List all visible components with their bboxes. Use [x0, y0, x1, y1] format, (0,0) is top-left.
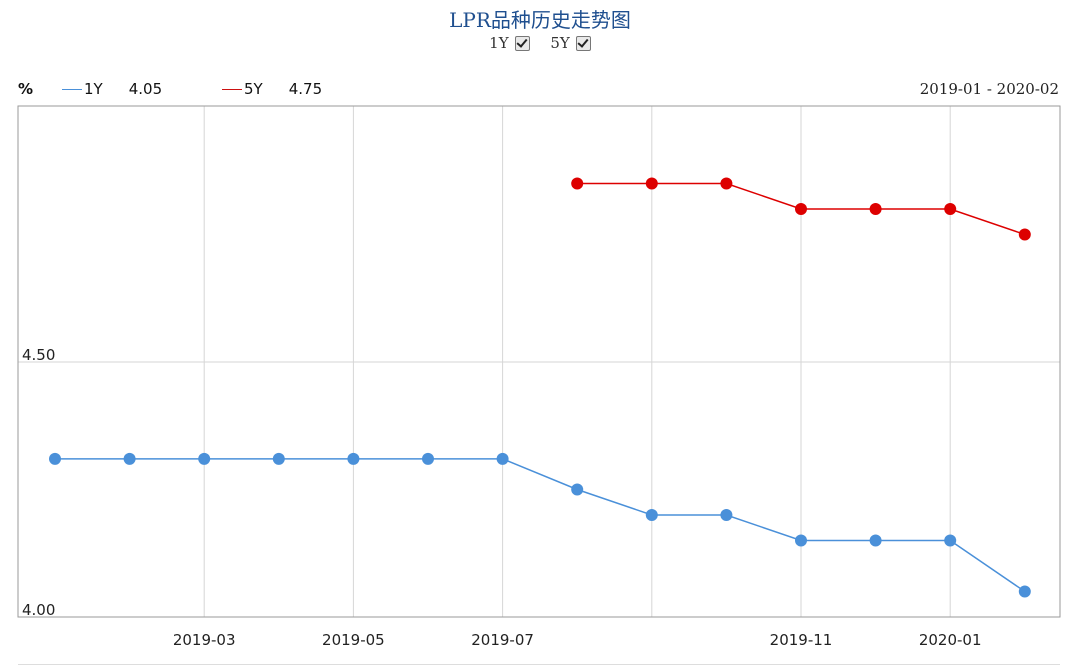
x-tick-label: 2019-11 — [770, 631, 833, 649]
data-point-1y — [720, 509, 733, 521]
toggle-1y[interactable]: 1Y — [489, 34, 530, 52]
data-point-5y — [944, 203, 957, 215]
chart-title: LPR品种历史走势图 — [449, 8, 631, 32]
toggle-5y-label: 5Y — [550, 34, 570, 52]
bottom-divider — [18, 664, 1060, 665]
x-tick-label: 2019-03 — [173, 631, 236, 649]
data-point-1y — [869, 534, 882, 547]
data-point-1y — [272, 452, 285, 465]
y-tick-labels: 4.00 4.50 — [22, 346, 55, 619]
data-point-5y — [1018, 228, 1031, 241]
x-tick-label: 2020-01 — [919, 631, 982, 649]
legend-5y-name: 5Y — [244, 80, 263, 98]
legend-item-5y: 5Y 4.75 — [222, 80, 322, 98]
toggle-1y-label: 1Y — [489, 34, 509, 52]
toggle-5y-checkbox[interactable] — [575, 35, 591, 51]
data-point-1y — [496, 452, 509, 465]
y-tick-label: 4.00 — [22, 601, 55, 619]
plot-frame — [17, 105, 1061, 618]
legend-5y-swatch — [222, 88, 242, 90]
data-point-1y — [422, 452, 434, 465]
data-point-5y — [869, 203, 882, 215]
data-point-5y — [571, 177, 584, 190]
unit-label: % — [18, 80, 34, 98]
legend-item-1y: 1Y 4.05 — [62, 80, 162, 98]
chart-grid — [18, 106, 1060, 617]
data-point-1y — [944, 534, 957, 547]
series-toggles: 1Y 5Y — [0, 34, 1067, 52]
data-point-5y — [795, 203, 807, 215]
legend-1y-name: 1Y — [84, 80, 103, 98]
data-point-1y — [1018, 585, 1031, 598]
toggle-5y[interactable]: 5Y — [550, 34, 591, 52]
data-point-1y — [347, 452, 360, 465]
data-point-5y — [645, 177, 658, 190]
x-tick-label: 2019-07 — [471, 631, 534, 649]
data-point-1y — [123, 452, 136, 465]
data-point-1y — [645, 509, 658, 521]
x-tick-labels: 2019-03 2019-05 2019-07 2019-11 2020-01 — [173, 631, 982, 649]
data-point-1y — [795, 534, 807, 547]
series-lines — [55, 182, 1026, 593]
series-line-1y — [55, 458, 1026, 593]
date-range: 2019-01 - 2020-02 — [919, 80, 1059, 98]
data-point-1y — [198, 452, 211, 465]
series-points — [49, 177, 1031, 598]
data-point-1y — [49, 452, 61, 465]
data-point-1y — [571, 483, 584, 496]
legend-5y-value: 4.75 — [288, 80, 323, 98]
toggle-1y-checkbox[interactable] — [514, 35, 530, 51]
x-tick-label: 2019-05 — [322, 631, 385, 649]
data-point-5y — [720, 177, 733, 190]
legend-row: % 1Y 4.05 5Y 4.75 2019-01 - 2020-02 — [0, 78, 1067, 100]
y-tick-label: 4.50 — [22, 346, 55, 364]
legend-1y-value: 4.05 — [128, 80, 163, 98]
legend-1y-swatch — [62, 88, 82, 90]
